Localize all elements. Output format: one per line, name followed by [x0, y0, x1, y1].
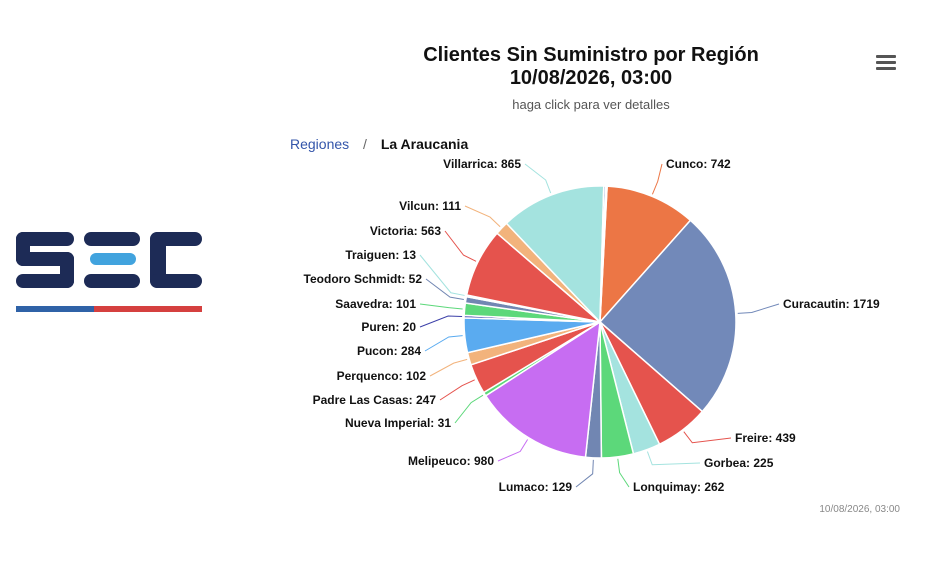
sec-logo: [14, 230, 206, 318]
chart-subtitle: haga click para ver detalles: [512, 97, 670, 112]
data-label-teodoro-schmidt: Teodoro Schmidt: 52: [304, 272, 423, 286]
connector-puren: [419, 315, 463, 328]
breadcrumb-regiones-link[interactable]: Regiones: [290, 136, 350, 152]
connector-cunco: [651, 163, 663, 195]
data-label-pucon: Pucon: 284: [357, 344, 421, 358]
data-label-puren: Puren: 20: [361, 320, 416, 334]
hamburger-menu-icon[interactable]: [874, 52, 898, 72]
chart-title-line2: 10/08/2026, 03:00: [509, 67, 673, 89]
sec-logo-graphic: [16, 232, 202, 312]
connector-saavedra: [419, 303, 463, 310]
connector-perquenco: [429, 358, 468, 377]
breadcrumb-current: La Araucania: [380, 136, 469, 152]
chart-title-line1: Clientes Sin Suministro por Región: [423, 44, 759, 66]
connector-teodoro-schmidt: [425, 278, 464, 300]
data-label-lonquimay: Lonquimay: 262: [633, 480, 725, 494]
connector-padre-las-casas: [439, 379, 475, 401]
pie-slice-carahue[interactable]: [599, 185, 608, 323]
data-label-freire: Freire: 439: [735, 431, 796, 445]
chart-timestamp: 10/08/2026, 03:00: [819, 504, 900, 515]
data-label-lumaco: Lumaco: 129: [499, 480, 573, 494]
logo-red-bar: [94, 306, 202, 312]
connector-nueva-imperial: [454, 394, 484, 424]
menu-line: [876, 55, 896, 58]
connector-gorbea: [646, 451, 701, 466]
connector-lumaco: [575, 459, 594, 488]
data-label-perquenco: Perquenco: 102: [337, 369, 427, 383]
pie-slice-villarrica[interactable]: [505, 185, 605, 324]
menu-line: [876, 67, 896, 70]
data-label-villarrica: Villarrica: 865: [443, 157, 521, 171]
data-label-vilcun: Vilcun: 111: [399, 199, 461, 213]
connector-melipeuco: [497, 439, 529, 462]
connector-victoria: [444, 230, 477, 262]
logo-s-middle: [16, 252, 74, 266]
data-label-saavedra: Saavedra: 101: [335, 297, 416, 311]
data-label-traiguen: Traiguen: 13: [345, 248, 416, 262]
pie-slice-cunco[interactable]: [599, 185, 692, 325]
logo-e-bottom: [84, 274, 140, 288]
connector-villarrica: [524, 163, 552, 194]
connector-curacautin: [737, 303, 780, 314]
data-label-victoria: Victoria: 563: [370, 224, 441, 238]
logo-s-left: [16, 232, 30, 266]
breadcrumb: Regiones / La Araucania: [290, 136, 468, 152]
pie-slice-curacautin[interactable]: [598, 219, 737, 413]
connector-traiguen: [419, 254, 465, 296]
data-label-cunco: Cunco: 742: [666, 157, 731, 171]
logo-blue-bar: [16, 306, 94, 312]
logo-s-top: [16, 232, 74, 246]
data-label-curacautin: Curacautin: 1719: [783, 297, 880, 311]
data-label-melipeuco: Melipeuco: 980: [408, 454, 494, 468]
connector-lonquimay: [617, 458, 630, 488]
logo-c-bottom: [150, 274, 202, 288]
connector-freire: [683, 431, 732, 444]
logo-e-top: [84, 232, 140, 246]
menu-line: [876, 61, 896, 64]
data-label-nueva-imperial: Nueva Imperial: 31: [345, 416, 451, 430]
connector-vilcun: [464, 205, 501, 228]
data-label-gorbea: Gorbea: 225: [704, 456, 774, 470]
data-label-padre-las-casas: Padre Las Casas: 247: [313, 393, 437, 407]
pie-slice-melipeuco[interactable]: [484, 320, 601, 459]
chart-title: Clientes Sin Suministro por Región 10/08…: [391, 44, 791, 90]
connector-pucon: [424, 335, 463, 352]
logo-s-bottom: [16, 274, 74, 288]
logo-s-right: [60, 252, 74, 288]
breadcrumb-separator: /: [363, 136, 367, 152]
logo-e-middle: [90, 253, 136, 265]
